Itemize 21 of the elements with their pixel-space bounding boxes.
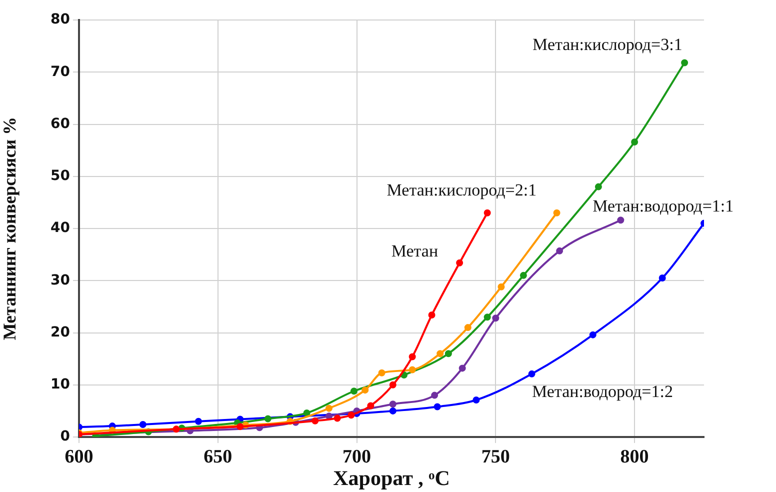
- x-tick-label: 700: [342, 446, 372, 468]
- y-tick-label: 20: [50, 324, 70, 340]
- x-axis-title: Харорат , ᵒC: [333, 466, 450, 490]
- series-label: Метан:кислород=2:1: [386, 180, 537, 200]
- y-tick-label: 30: [50, 272, 70, 288]
- x-tick-label: 650: [204, 446, 232, 468]
- y-tick-label: 50: [50, 168, 70, 184]
- x-tick-label: 600: [64, 446, 94, 468]
- y-tick-label: 70: [50, 64, 70, 80]
- series-label: Метан:водород=1:2: [532, 382, 673, 401]
- series-label: Метан:водород=1:1: [592, 196, 734, 216]
- y-tick-label: 40: [50, 220, 70, 236]
- y-tick-label: 0: [60, 428, 70, 445]
- series-label: Метан: [391, 241, 438, 260]
- series-label: Метан:кислород=3:1: [532, 35, 682, 54]
- y-tick-label: 10: [50, 376, 70, 393]
- x-tick-label: 800: [620, 446, 649, 468]
- y-tick-label: 80: [50, 12, 70, 28]
- y-tick-label: 60: [50, 116, 70, 132]
- x-tick-label: 750: [481, 446, 510, 468]
- y-axis-title: Метаннинг конверсияси %: [0, 116, 20, 340]
